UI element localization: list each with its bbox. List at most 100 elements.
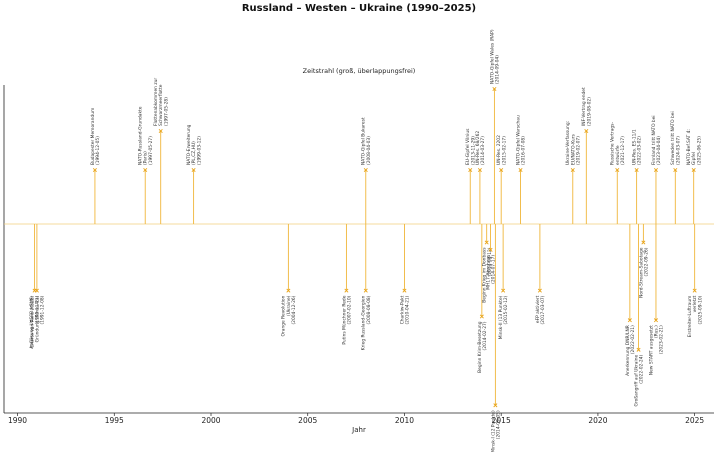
- timeline-event: UN-Res. 68/262(2014-03-27): [475, 131, 486, 224]
- event-label-line: (2019-08-02): [586, 97, 592, 126]
- event-label-line: (2014-02-27): [482, 321, 488, 350]
- timeline-event: MH17-Abschuss(2014-07-17): [485, 224, 497, 290]
- event-label: Minsk-I (12 Punkte)(2014-09-05): [490, 410, 501, 452]
- timeline-event: UN-Res. ES-11/1(2022-03-02): [632, 129, 643, 224]
- event-label: Charkiw-Pakt(2010-04-21): [399, 295, 410, 324]
- event-marker: [518, 167, 523, 173]
- event-label-line: Krieg Russland–Georgien: [361, 295, 367, 350]
- event-label-line: UN-Res. ES-11/1: [632, 129, 638, 165]
- event-label-line: (1997-05-28): [163, 97, 169, 126]
- event-label-line: Finnland tritt NATO bei: [651, 115, 657, 165]
- event-label-line: (2022-02-24): [639, 355, 645, 384]
- timeline-event: Beginn Krieg im Donbass(2014-04-12): [482, 224, 493, 303]
- event-marker: [691, 167, 696, 173]
- event-label-line: (2004-12-26): [291, 295, 297, 324]
- timeline-event: Schweden tritt NATO bei(2024-03-07): [670, 111, 681, 224]
- event-label: Krieg Russland–Georgien(2008-08-08): [361, 295, 372, 350]
- event-label-line: (2025-06-25): [696, 136, 702, 165]
- event-label-line: (PL,CZ,HU): [191, 141, 197, 165]
- event-marker: [158, 128, 163, 134]
- timeline-event: Nord-Stream-Sabotage(2022-09-26): [638, 224, 649, 298]
- x-axis-ticks: 1990 1995 2000 2005 2010 2015 2020 2025: [8, 413, 704, 425]
- x-tick-label: 2015: [492, 416, 511, 425]
- event-label-line: Erstreiter-Luftraum: [687, 296, 693, 338]
- event-marker: [627, 318, 632, 323]
- timeline-event: NATO-Gipfel Warschau(2016-07-08): [515, 115, 527, 224]
- event-label-line: (2013-11-29): [470, 136, 476, 165]
- event-label-line: Großangriff auf Ukraine: [633, 355, 639, 407]
- event-label: Budapester Memorandum(1994-12-05): [90, 108, 101, 165]
- timeline-event: NATO-Russland-Grundakte(Paris)(1997-05-2…: [138, 106, 154, 224]
- event-label: UN-Res. ES-11/1(2022-03-02): [632, 129, 643, 165]
- event-label-line: Budapester Memorandum: [90, 108, 96, 165]
- event-marker: [634, 167, 639, 173]
- timeline-event: Krieg Russland–Georgien(2008-08-08): [361, 224, 372, 350]
- event-label-line: New START ausgesetzt: [648, 325, 654, 375]
- event-label-line: EU-Gipfel Vilnius: [465, 128, 471, 165]
- event-label: eFP aktiviert(2017-03-07): [535, 295, 546, 324]
- event-label-line: EU/NATO-Kurs: [570, 133, 576, 165]
- event-label-line: Orange Revolution: [281, 295, 287, 336]
- event-label-line: (Paris): [143, 151, 149, 165]
- event-marker: [479, 314, 484, 319]
- timeline-event: NATO-Bef.SAT 4:Gipfel(2025-06-25): [686, 129, 702, 224]
- event-label-line: (2014-09-05): [495, 410, 501, 439]
- event-label-line: Charta von Paris (KSZE): [29, 295, 35, 348]
- timeline-events: Charta von Paris (KSZE)(1990-11-21)Auflö…: [29, 29, 703, 452]
- event-label: Nord-Stream-Sabotage(2022-09-26): [638, 247, 649, 298]
- event-label: NATO-Russland-Grundakte(Paris)(1997-05-2…: [138, 106, 154, 165]
- event-label-line: Russische Vertrags-: [610, 122, 616, 165]
- event-label: Orange Revolution(Ukraine)(2004-12-26): [281, 295, 297, 336]
- event-marker: [344, 288, 349, 293]
- timeline-event: Auflösung UdSSR / GUS-Gründung (Alma-Ata…: [29, 224, 46, 349]
- timeline-event: Finnland tritt NATO bei(2023-04-04): [651, 115, 662, 224]
- event-label-line: Nord-Stream-Sabotage: [638, 247, 644, 298]
- timeline-event: NATO-Gipfel Wales (RAP)(2014-09-04): [489, 29, 501, 224]
- event-label-line: (2022-02-21): [630, 325, 636, 354]
- event-label-line: NATO-Bef.SAT 4:: [686, 129, 692, 165]
- event-label-line: eFP aktiviert: [535, 295, 541, 323]
- event-label-line: (2008-04-03): [366, 136, 372, 165]
- event-label-line: (1990-11-21): [35, 295, 41, 324]
- event-label-line: Minsk-I (12 Punkte): [490, 410, 496, 452]
- event-label-line: Ukraine-Verfassung:: [565, 121, 571, 165]
- event-label-line: (2008-08-08): [366, 295, 372, 324]
- event-label-line: (2021-12-17): [620, 136, 626, 165]
- event-marker: [402, 288, 407, 293]
- event-label: Beginn Krieg im Donbass(2014-04-12): [482, 247, 493, 303]
- event-label-line: (2019-02-07): [575, 136, 581, 165]
- event-label-line: (2017-03-07): [540, 295, 546, 324]
- event-marker: [363, 288, 368, 293]
- event-label-line: MH17-Abschuss: [485, 254, 491, 290]
- event-label-line: (2014-04-12): [487, 247, 493, 276]
- event-label: NATO-Erweiterung(PL,CZ,HU)(1999-03-12): [186, 124, 202, 165]
- event-label-line: Charkiw-Pakt: [399, 295, 405, 324]
- event-marker: [493, 403, 498, 408]
- event-label-line: (2023-04-04): [656, 136, 662, 165]
- chart-title: Russland – Westen – Ukraine (1990–2025): [242, 3, 476, 14]
- event-marker: [570, 167, 575, 173]
- event-marker: [653, 318, 658, 323]
- event-marker: [673, 167, 678, 173]
- timeline-event: Großangriff auf Ukraine(2022-02-24): [633, 224, 645, 407]
- plot-axes: [3, 85, 714, 414]
- event-marker: [492, 86, 497, 92]
- timeline-event: Charta von Paris (KSZE)(1990-11-21): [29, 224, 41, 348]
- event-label-line: (2023-02-21): [659, 325, 665, 354]
- event-label-line: entwürfe: [615, 145, 621, 165]
- event-label: Erstreiter-Luftraumverletzt(2025-09-10): [687, 295, 703, 337]
- event-label-line: (Ukraine): [286, 295, 292, 316]
- event-label-line: Gründung (Alma-Ata): [34, 295, 40, 342]
- event-label: NATO-Bef.SAT 4:Gipfel(2025-06-25): [686, 129, 702, 165]
- event-marker: [477, 167, 482, 173]
- event-label-line: Beginn Krieg im Donbass: [482, 247, 488, 303]
- x-tick-label: 2010: [395, 416, 414, 425]
- event-label-line: (2015-02-12): [503, 295, 509, 324]
- event-label: Beginn Krim-Besetzung(2014-02-27): [477, 321, 488, 373]
- event-label-line: NATO-Gipfel Warschau: [515, 115, 521, 165]
- timeline-event: NATO-Erweiterung(PL,CZ,HU)(1999-03-12): [186, 124, 202, 224]
- event-label: Auflösung UdSSR / GUS-Gründung (Alma-Ata…: [29, 295, 45, 349]
- timeline-event: Putins Münchner Rede(2007-02-10): [341, 224, 353, 345]
- event-label-line: UN-Res. 68/262: [475, 131, 481, 165]
- x-tick-label: 2005: [298, 416, 317, 425]
